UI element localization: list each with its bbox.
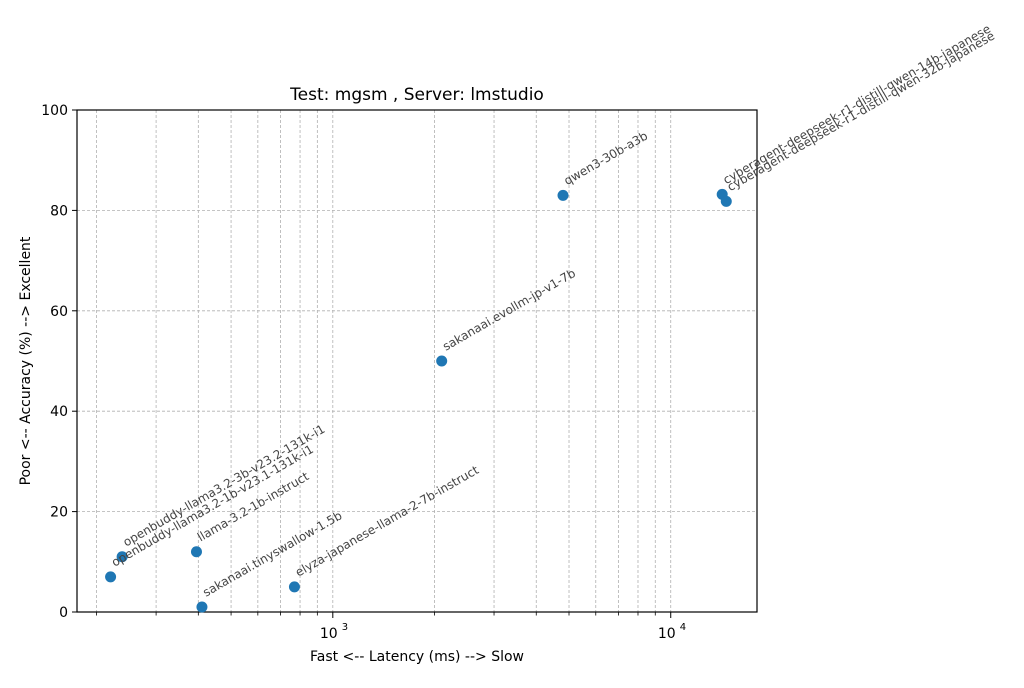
plot-frame xyxy=(76,109,758,613)
y-tick-label: 0 xyxy=(59,605,68,621)
gridlines xyxy=(77,109,757,613)
y-axis-label: Poor <-- Accuracy (%) --> Excellent xyxy=(18,236,34,485)
y-tick-label: 100 xyxy=(41,103,68,119)
axis-ticks: 0 20 40 60 80 100 10 3 10 4 xyxy=(41,103,686,642)
x-axis-label: Fast <-- Latency (ms) --> Slow xyxy=(310,649,524,665)
data-point xyxy=(116,551,128,563)
data-point xyxy=(196,601,208,613)
data-point xyxy=(105,571,117,583)
y-tick-label: 20 xyxy=(50,505,68,521)
x-tick-label: 10 xyxy=(320,626,338,642)
y-tick-label: 60 xyxy=(50,304,68,320)
x-tick-label-exponent: 3 xyxy=(342,622,348,633)
data-point xyxy=(190,546,202,558)
chart-title: Test: mgsm , Server: lmstudio xyxy=(289,85,544,105)
x-tick-label-exponent: 4 xyxy=(680,622,686,633)
data-point xyxy=(720,195,732,207)
y-tick-label: 80 xyxy=(50,203,68,219)
data-point xyxy=(436,355,448,367)
y-tick-label: 40 xyxy=(50,404,68,420)
x-tick-label: 10 xyxy=(658,626,676,642)
data-point xyxy=(288,581,300,593)
data-point xyxy=(557,189,569,201)
data-points xyxy=(105,188,732,613)
